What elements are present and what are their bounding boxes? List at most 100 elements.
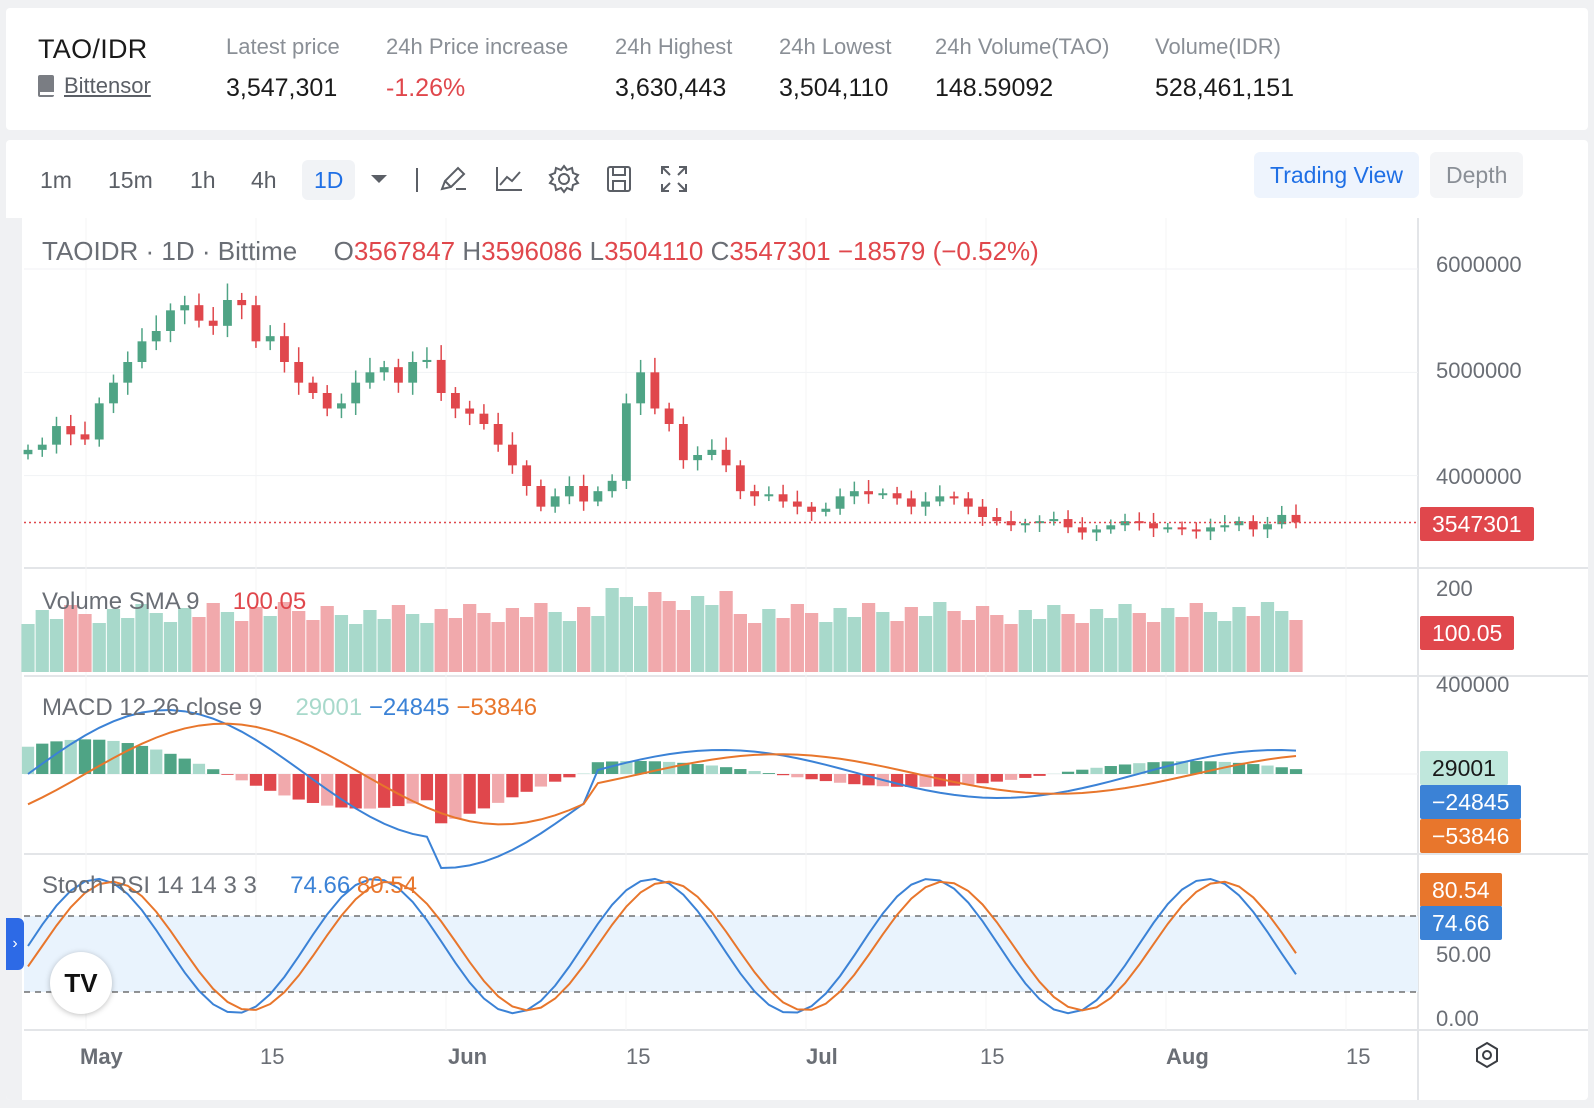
timeframe-15m[interactable]: 15m — [108, 167, 153, 193]
candle-body — [351, 382, 361, 404]
macd-hist-bar — [150, 749, 163, 774]
candle-body — [1077, 527, 1087, 533]
macd-line — [27, 709, 1297, 869]
candle-body — [1248, 521, 1258, 530]
volume-bar — [804, 613, 819, 672]
volume-bar — [662, 601, 676, 672]
volume-bar — [206, 603, 220, 672]
chevron-down-icon[interactable] — [362, 162, 396, 196]
candle-body — [94, 403, 104, 440]
macd-hist-bar — [50, 741, 63, 774]
candle-body — [849, 491, 859, 497]
volume-bar — [705, 605, 719, 672]
candle-body — [921, 501, 930, 507]
macd-hist-bar — [1261, 765, 1274, 774]
macd-hist-bar — [378, 774, 391, 808]
timeframe-1m[interactable]: 1m — [40, 167, 72, 193]
expand-handle[interactable]: › — [6, 918, 24, 970]
volume-bar — [135, 604, 149, 672]
timeframe-4h[interactable]: 4h — [251, 167, 277, 193]
macd-hist-bar — [1090, 767, 1103, 774]
macd-hist-bar — [93, 739, 106, 774]
volume-bar — [391, 605, 406, 672]
candle-body — [1106, 525, 1116, 530]
macd-hist-bar — [1232, 762, 1246, 774]
timeframe-1d[interactable]: 1D — [302, 160, 356, 200]
candle-body — [621, 403, 631, 481]
volume-bar — [861, 603, 876, 672]
candle-body — [650, 372, 660, 409]
macd-hist-bar — [1147, 762, 1160, 774]
volume-bar — [491, 622, 505, 672]
candle-body — [151, 331, 161, 342]
stat-price-change: 24h Price increase -1.26% — [386, 34, 569, 102]
x-axis-label: Jun — [448, 1044, 488, 1069]
coin-name-link[interactable]: Bittensor — [38, 73, 151, 99]
volume-bar — [520, 617, 534, 672]
volume-tag: 100.05 — [1420, 616, 1515, 650]
candle-body — [878, 493, 888, 496]
x-axis-label: 15 — [980, 1044, 1005, 1069]
candle-body — [906, 498, 916, 507]
volume-bar — [349, 624, 363, 672]
candle-body — [422, 359, 432, 362]
macd-hist-bar — [64, 739, 77, 774]
candle-body — [1063, 519, 1073, 528]
macd-hist-bar — [719, 767, 733, 774]
macd-hist-bar — [947, 774, 961, 786]
macd-hist-bar — [520, 774, 533, 792]
macd-legend: MACD 12 26 close 9 29001 −24845 −53846 — [42, 694, 538, 721]
depth-button[interactable]: Depth — [1430, 152, 1524, 198]
macd-hist-bar — [164, 753, 177, 774]
candle-body — [1234, 521, 1244, 526]
volume-bar — [947, 611, 961, 672]
candle-body — [394, 367, 403, 383]
trading-view-button[interactable]: Trading View — [1254, 152, 1419, 198]
macd-hist-bar — [1019, 774, 1032, 778]
candle-body — [1049, 519, 1059, 522]
volume-bar — [1260, 602, 1275, 672]
candle-body — [1120, 521, 1130, 526]
volume-bar — [292, 611, 306, 672]
candle-body — [37, 444, 47, 450]
volume-bar — [1146, 622, 1161, 672]
volume-bar — [35, 610, 49, 672]
last-price-tag: 3547301 — [1420, 507, 1534, 541]
volume-bar — [890, 621, 904, 672]
gear-icon[interactable] — [547, 162, 581, 196]
tradingview-logo[interactable]: TV — [50, 952, 112, 1014]
save-icon[interactable] — [602, 162, 636, 196]
volume-axis-label: 200 — [1436, 576, 1473, 601]
volume-bar — [21, 624, 35, 672]
timeframe-1h[interactable]: 1h — [190, 167, 216, 193]
volume-bar — [819, 622, 833, 672]
candle-body — [1291, 514, 1301, 523]
volume-bar — [106, 609, 121, 672]
candle-body — [892, 493, 902, 499]
volume-bar — [918, 616, 933, 672]
indicator-icon[interactable] — [492, 162, 526, 196]
candle-body — [465, 408, 475, 414]
fullscreen-icon[interactable] — [657, 162, 691, 196]
x-axis-label: 15 — [260, 1044, 285, 1069]
candle-body — [935, 496, 945, 502]
chart-panel: 1m 15m 1h 4h 1D Trading View Depth TAOID… — [6, 140, 1588, 1100]
stoch-k-line — [27, 877, 1297, 1015]
volume-bar — [591, 616, 605, 672]
macd-hist-bar — [249, 774, 263, 786]
macd-signal-value: −53846 — [456, 694, 538, 721]
macd-hist-bar — [492, 774, 505, 803]
volume-bar — [420, 623, 434, 672]
chart-settings-icon[interactable] — [1470, 1038, 1504, 1072]
volume-bar — [64, 605, 78, 672]
candle-body — [735, 465, 745, 492]
macd-hist-bar — [264, 774, 277, 791]
macd-hist-bar — [392, 774, 405, 807]
macd-hist-bar — [406, 774, 419, 804]
candle-body — [607, 480, 617, 492]
ohlc-low: 3504110 — [604, 236, 704, 266]
chart-area[interactable]: TAOIDR · 1D · Bittime O3567847 H3596086 … — [6, 218, 1588, 1100]
chart-canvas[interactable] — [6, 218, 1588, 1100]
candle-body — [493, 424, 503, 445]
pencil-icon[interactable] — [436, 162, 470, 196]
